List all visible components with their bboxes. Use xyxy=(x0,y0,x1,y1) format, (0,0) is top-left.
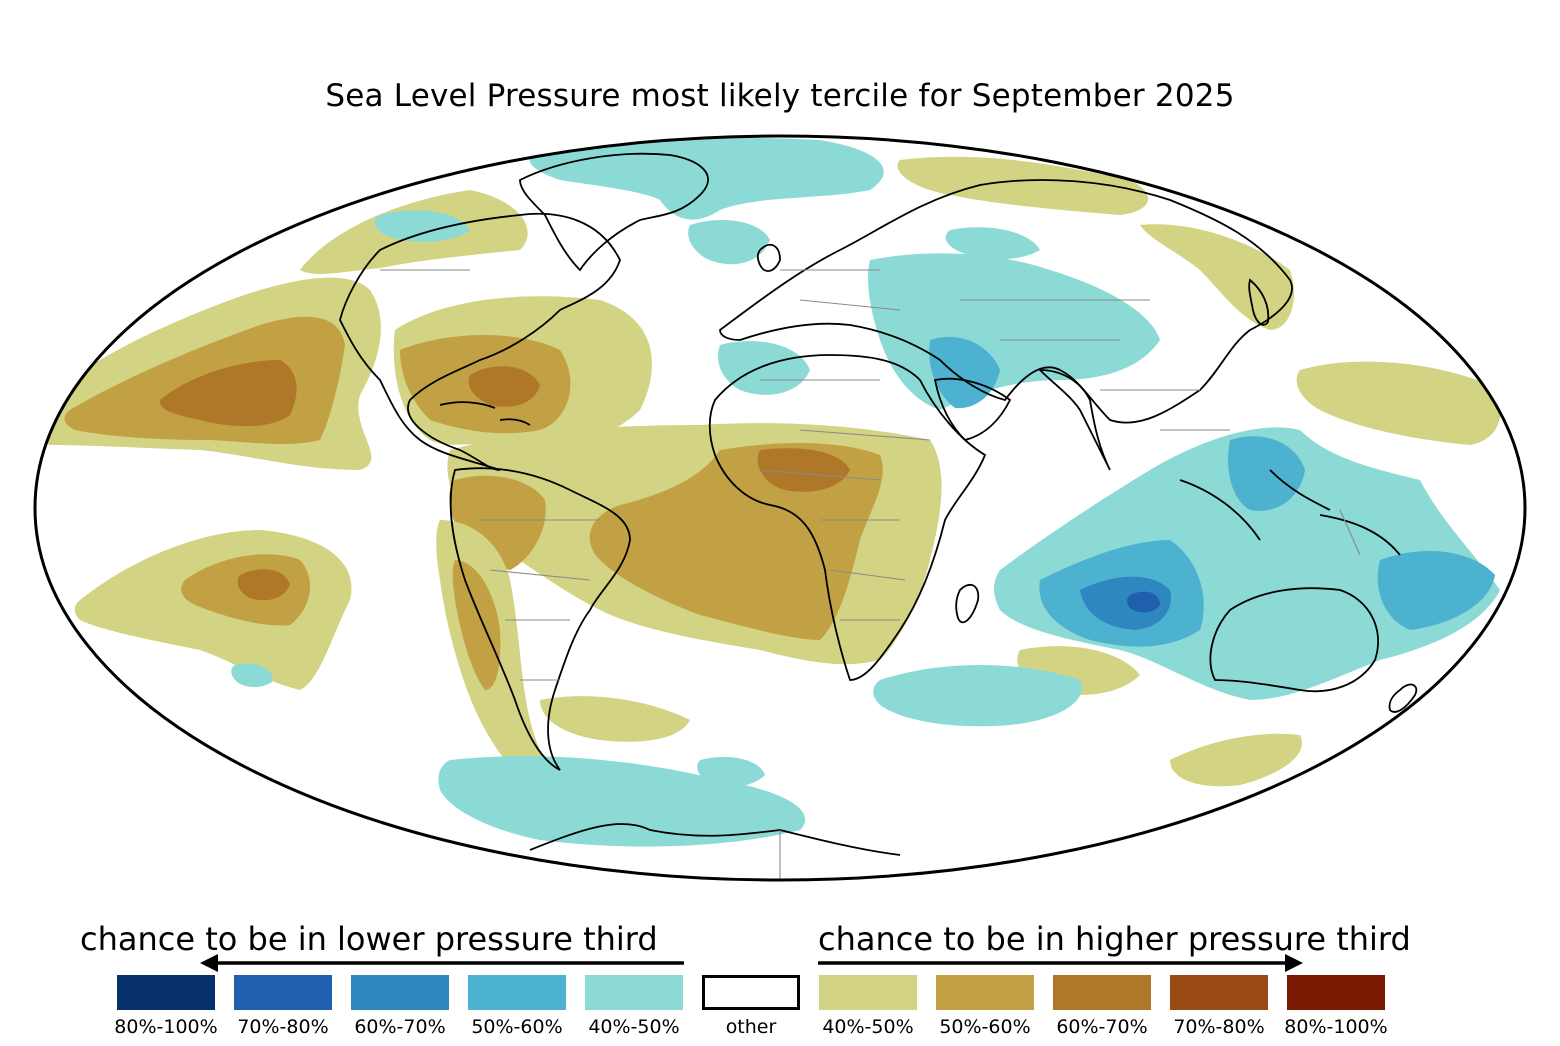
lower-arrow-head xyxy=(200,954,218,972)
higher-arrow-head xyxy=(1285,954,1303,972)
coastline-new-zealand xyxy=(1388,683,1418,713)
anomaly-region xyxy=(452,560,501,690)
coastline-japan xyxy=(1248,278,1270,326)
legend-swatch xyxy=(936,975,1034,1010)
anomaly-region xyxy=(1127,591,1160,613)
legend-arrows xyxy=(200,954,1303,972)
anomaly-region xyxy=(1140,224,1294,330)
coastline-greenland xyxy=(519,152,709,272)
coastlines xyxy=(339,152,1418,856)
legend-swatch xyxy=(1053,975,1151,1010)
legend-label: 70%-80% xyxy=(1173,1016,1265,1038)
legend-label: 50%-60% xyxy=(939,1016,1031,1038)
anomaly-region xyxy=(231,663,273,688)
anomaly-region xyxy=(873,665,1082,727)
coastline-south-america xyxy=(449,467,631,771)
anomaly-region xyxy=(688,220,770,265)
border xyxy=(779,509,1361,880)
legend-label: 80%-100% xyxy=(114,1016,218,1038)
border xyxy=(480,519,600,681)
legend-label: 70%-80% xyxy=(237,1016,329,1038)
border xyxy=(820,519,906,621)
coastline-australia xyxy=(1209,587,1379,693)
anomaly-region xyxy=(1228,436,1305,511)
anomaly-region xyxy=(1377,551,1495,630)
coastline-india xyxy=(1037,369,1111,471)
globe-outline xyxy=(33,134,1527,882)
legend-label: 60%-70% xyxy=(1056,1016,1148,1038)
legend-label: 80%-100% xyxy=(1284,1016,1388,1038)
legend-swatch xyxy=(1170,975,1268,1010)
anomaly-region xyxy=(237,569,290,601)
anomaly-region xyxy=(589,443,883,640)
anomaly-region xyxy=(1170,733,1302,787)
probability-field xyxy=(35,137,1501,847)
legend-label: 50%-60% xyxy=(471,1016,563,1038)
anomaly-region xyxy=(468,366,540,407)
legend-swatch xyxy=(351,975,449,1010)
anomaly-region xyxy=(897,156,1149,215)
legend-label: 60%-70% xyxy=(354,1016,446,1038)
coastline-indonesia xyxy=(1179,469,1401,556)
coastline-antarctica xyxy=(529,823,901,856)
anomaly-region xyxy=(540,696,690,742)
legend-higher-heading: chance to be in higher pressure third xyxy=(818,920,1411,958)
anomaly-region xyxy=(1296,361,1501,445)
coastline-eurasia xyxy=(719,179,1293,424)
map-title: Sea Level Pressure most likely tercile f… xyxy=(325,78,1235,114)
coastline-africa xyxy=(708,354,987,681)
coastline-caribbean xyxy=(439,401,531,426)
coastline-north-america xyxy=(339,212,621,471)
legend-swatch xyxy=(1287,975,1385,1010)
anomaly-region xyxy=(718,341,810,395)
anomaly-region xyxy=(868,253,1160,410)
anomaly-region xyxy=(1080,576,1171,630)
coastline-uk xyxy=(756,243,781,272)
coastline-madagascar xyxy=(955,583,980,624)
anomaly-region xyxy=(159,360,297,427)
anomaly-region xyxy=(945,227,1040,260)
legend-label: 40%-50% xyxy=(822,1016,914,1038)
anomaly-region xyxy=(529,137,884,220)
legend-swatch xyxy=(468,975,566,1010)
legend-swatch xyxy=(234,975,332,1010)
legend-swatch xyxy=(702,975,800,1010)
legend-swatch xyxy=(117,975,215,1010)
legend-label: 40%-50% xyxy=(588,1016,680,1038)
anomaly-region xyxy=(697,756,765,787)
border xyxy=(960,299,1230,431)
legend-swatch xyxy=(819,975,917,1010)
legend-lower-heading: chance to be in lower pressure third xyxy=(80,920,658,958)
border xyxy=(759,269,931,481)
legend-label: other xyxy=(725,1016,777,1038)
anomaly-region xyxy=(374,210,470,242)
legend-swatch xyxy=(585,975,683,1010)
coastline-arabia xyxy=(933,377,1012,441)
anomaly-region xyxy=(757,448,850,492)
country-borders xyxy=(380,269,1361,880)
